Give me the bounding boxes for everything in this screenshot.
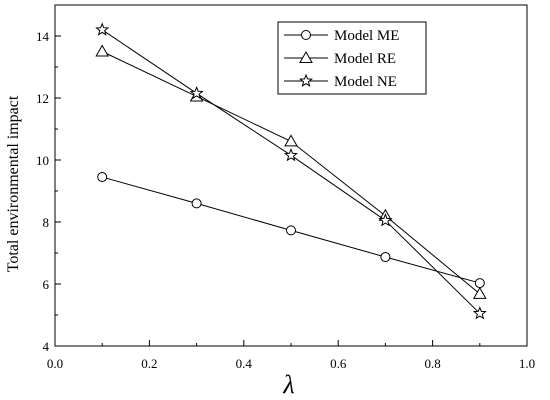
legend-item: Model NE xyxy=(284,73,397,90)
x-axis-label: λ xyxy=(282,370,294,399)
series-layer xyxy=(95,22,487,320)
legend-label: Model ME xyxy=(334,28,399,44)
y-axis-label: Total environmental impact xyxy=(5,95,22,272)
y-tick-label: 4 xyxy=(43,339,50,354)
x-tick-label: 0.0 xyxy=(47,356,63,371)
data-point xyxy=(283,147,299,162)
legend-marker xyxy=(298,73,314,87)
data-point xyxy=(189,85,204,100)
series-3 xyxy=(95,22,487,320)
series-1 xyxy=(97,172,485,289)
axes: 0.0 0.2 0.4 0.6 0.8 1.0 4 6 8 10 12 14 xyxy=(36,4,535,371)
legend-item: Model RE xyxy=(284,50,396,67)
data-point xyxy=(474,278,485,289)
x-tick-label: 0.6 xyxy=(330,356,347,371)
data-point xyxy=(472,286,487,299)
y-tick-label: 8 xyxy=(43,215,50,230)
x-tick-label: 1.0 xyxy=(519,356,535,371)
y-tick-label: 10 xyxy=(36,153,49,168)
data-point xyxy=(378,213,393,227)
data-point xyxy=(95,22,110,36)
legend-marker xyxy=(301,30,311,40)
y-tick-label: 14 xyxy=(36,29,50,44)
y-tick-label: 6 xyxy=(43,277,50,292)
x-tick-label: 0.4 xyxy=(236,356,253,371)
y-tick-label: 12 xyxy=(36,91,49,106)
data-point xyxy=(284,134,298,147)
x-tick-label: 0.8 xyxy=(424,356,440,371)
data-point xyxy=(95,44,110,57)
data-point xyxy=(472,306,487,320)
legend-label: Model RE xyxy=(334,51,396,67)
data-point xyxy=(380,252,391,263)
x-tick-label: 0.2 xyxy=(141,356,157,371)
legend-item: Model ME xyxy=(284,28,399,44)
legend: Model ME Model RE Model NE xyxy=(277,21,427,95)
data-point xyxy=(97,172,108,183)
legend-label: Model NE xyxy=(334,74,397,90)
data-point xyxy=(191,198,202,209)
data-point xyxy=(286,225,296,236)
legend-marker xyxy=(299,50,313,63)
